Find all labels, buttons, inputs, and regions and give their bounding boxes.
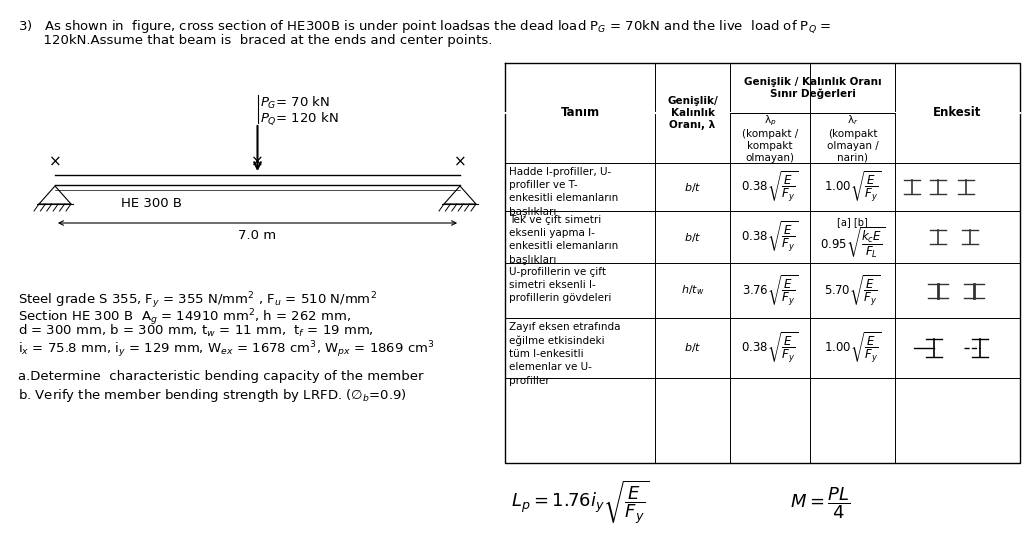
Text: $P_Q$= 120 kN: $P_Q$= 120 kN <box>260 110 339 127</box>
Text: a.Determine  characteristic bending capacity of the member: a.Determine characteristic bending capac… <box>18 370 424 383</box>
Text: b. Verify the member bending strength by LRFD. ($\emptyset_b$=0.9): b. Verify the member bending strength by… <box>18 387 407 404</box>
Text: Genişlik / Kalınlık Oranı
Sınır Değerleri: Genişlik / Kalınlık Oranı Sınır Değerler… <box>743 77 882 99</box>
Text: $b/t$: $b/t$ <box>684 230 701 243</box>
Text: $0.38\sqrt{\dfrac{E}{F_y}}$: $0.38\sqrt{\dfrac{E}{F_y}}$ <box>741 331 799 365</box>
Text: λ$_p$
(kompakt /
kompakt
olmayan): λ$_p$ (kompakt / kompakt olmayan) <box>741 113 798 162</box>
Text: $0.95\sqrt{\dfrac{k_c E}{F_L}}$: $0.95\sqrt{\dfrac{k_c E}{F_L}}$ <box>820 226 885 260</box>
Text: d = 300 mm, b = 300 mm, t$_w$ = 11 mm,  t$_f$ = 19 mm,: d = 300 mm, b = 300 mm, t$_w$ = 11 mm, t… <box>18 323 374 339</box>
Text: Tek ve çift simetri
eksenli yapma I-
enkesitli elemanların
başlıkları: Tek ve çift simetri eksenli yapma I- enk… <box>509 215 618 265</box>
Text: $h/t_w$: $h/t_w$ <box>681 283 705 298</box>
Text: Section HE 300 B  A$_g$ = 14910 mm$^2$, h = 262 mm,: Section HE 300 B A$_g$ = 14910 mm$^2$, h… <box>18 307 351 328</box>
Text: Tanım: Tanım <box>560 107 600 119</box>
Polygon shape <box>39 186 71 204</box>
Text: Steel grade S 355, F$_y$ = 355 N/mm$^2$ , F$_u$ = 510 N/mm$^2$: Steel grade S 355, F$_y$ = 355 N/mm$^2$ … <box>18 290 377 311</box>
Text: 3)   As shown in  figure, cross section of HE300B is under point loadsas the dea: 3) As shown in figure, cross section of … <box>18 18 831 34</box>
Text: [a] [b]: [a] [b] <box>837 217 868 227</box>
Text: $M = \dfrac{PL}{4}$: $M = \dfrac{PL}{4}$ <box>790 485 850 521</box>
Text: $b/t$: $b/t$ <box>684 341 701 354</box>
Text: $1.00\sqrt{\dfrac{E}{F_y}}$: $1.00\sqrt{\dfrac{E}{F_y}}$ <box>823 331 882 365</box>
Text: i$_x$ = 75.8 mm, i$_y$ = 129 mm, W$_{ex}$ = 1678 cm$^3$, W$_{px}$ = 1869 cm$^3$: i$_x$ = 75.8 mm, i$_y$ = 129 mm, W$_{ex}… <box>18 339 434 359</box>
Text: $5.70\sqrt{\dfrac{E}{F_y}}$: $5.70\sqrt{\dfrac{E}{F_y}}$ <box>824 274 881 308</box>
Text: $0.38\sqrt{\dfrac{E}{F_y}}$: $0.38\sqrt{\dfrac{E}{F_y}}$ <box>741 170 799 204</box>
Text: U-profillerin ve çift
simetri eksenli I-
profillerin gövdeleri: U-profillerin ve çift simetri eksenli I-… <box>509 267 611 304</box>
Polygon shape <box>444 186 476 204</box>
Text: $3.76\sqrt{\dfrac{E}{F_y}}$: $3.76\sqrt{\dfrac{E}{F_y}}$ <box>741 274 799 308</box>
Text: ×: × <box>251 155 264 170</box>
Text: HE 300 B: HE 300 B <box>121 197 181 210</box>
Text: Zayıf eksen etrafında
eğilme etkisindeki
tüm I-enkesitli
elemenlar ve U-
profill: Zayıf eksen etrafında eğilme etkisindeki… <box>509 322 621 386</box>
Text: $1.00\sqrt{\dfrac{E}{F_y}}$: $1.00\sqrt{\dfrac{E}{F_y}}$ <box>823 170 882 204</box>
Text: λ$_r$
(kompakt
olmayan /
narin): λ$_r$ (kompakt olmayan / narin) <box>826 114 879 162</box>
Text: $b/t$: $b/t$ <box>684 181 701 194</box>
Text: ×: × <box>48 155 61 170</box>
Text: 120kN.Assume that beam is  braced at the ends and center points.: 120kN.Assume that beam is braced at the … <box>18 34 493 47</box>
Text: ×: × <box>454 155 466 170</box>
Text: Enkesit: Enkesit <box>933 107 982 119</box>
Text: 7.0 m: 7.0 m <box>239 229 276 242</box>
Text: Hadde I-profiller, U-
profiller ve T-
enkesitli elemanların
başlıkları: Hadde I-profiller, U- profiller ve T- en… <box>509 167 618 217</box>
Text: $L_p = 1.76i_y\sqrt{\dfrac{E}{F_y}}$: $L_p = 1.76i_y\sqrt{\dfrac{E}{F_y}}$ <box>511 479 649 527</box>
Text: $P_G$= 70 kN: $P_G$= 70 kN <box>260 95 331 111</box>
Text: $0.38\sqrt{\dfrac{E}{F_y}}$: $0.38\sqrt{\dfrac{E}{F_y}}$ <box>741 220 799 254</box>
Text: Genişlik/
Kalınlık
Oranı, λ: Genişlik/ Kalınlık Oranı, λ <box>667 96 718 130</box>
